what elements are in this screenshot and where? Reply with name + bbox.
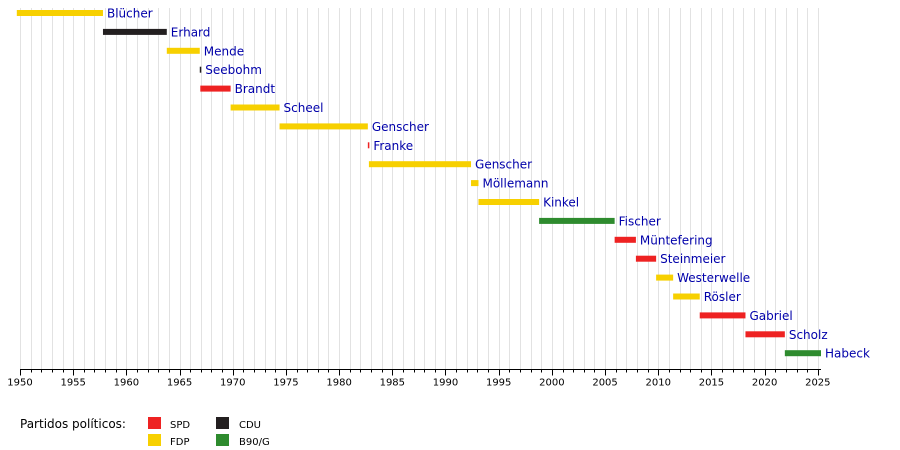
x-tick-label: 2015 xyxy=(699,378,724,389)
timeline-bar xyxy=(166,47,200,54)
timeline-bar xyxy=(656,274,674,281)
grid-lines xyxy=(20,8,819,370)
legend-label-cdu: CDU xyxy=(239,420,261,431)
bar-label: Rösler xyxy=(704,290,741,304)
bar-label: Habeck xyxy=(825,347,870,361)
bar-label: Genscher xyxy=(475,158,532,172)
bar-label: Müntefering xyxy=(640,233,713,247)
bar-label: Genscher xyxy=(372,120,429,134)
bar-label: Westerwelle xyxy=(677,271,750,285)
timeline-bar xyxy=(471,180,479,187)
timeline-bar xyxy=(200,85,231,92)
x-axis-ticks: 1950 1955 1960 1965 1970 1975 1980 1985 1990 1995… xyxy=(7,369,831,389)
legend-swatch-cdu xyxy=(216,417,229,429)
bar-label: Scheel xyxy=(284,101,324,115)
bar-label: Gabriel xyxy=(749,309,792,323)
bar-label: Scholz xyxy=(789,328,828,342)
legend-label-spd: SPD xyxy=(170,420,190,431)
x-tick-label: 1960 xyxy=(114,378,139,389)
legend-label-fdp: FDP xyxy=(170,437,189,448)
timeline-bar xyxy=(199,66,202,73)
x-tick-label: 1950 xyxy=(7,378,32,389)
x-tick-label: 2005 xyxy=(592,378,617,389)
x-tick-label: 2025 xyxy=(805,378,830,389)
legend: Partidos políticos: SPD CDU FDP B90/G xyxy=(20,417,270,448)
timeline-bar xyxy=(745,331,785,338)
x-tick-label: 1965 xyxy=(167,378,192,389)
bar-label: Möllemann xyxy=(482,177,548,191)
x-tick-label: 1980 xyxy=(326,378,351,389)
timeline-bar xyxy=(16,10,103,16)
x-tick-label: 2000 xyxy=(539,378,564,389)
legend-swatch-fdp xyxy=(148,434,161,446)
bar-label: Brandt xyxy=(235,82,276,96)
bar-label: Fischer xyxy=(619,214,661,228)
timeline-bar xyxy=(478,199,540,205)
legend-title: Partidos políticos: xyxy=(20,417,126,431)
legend-swatch-b90g xyxy=(216,434,229,446)
bar-label: Mende xyxy=(204,44,244,58)
x-tick-label: 1970 xyxy=(220,378,245,389)
x-tick-label: 1985 xyxy=(380,378,405,389)
timeline-bar xyxy=(539,217,615,224)
timeline-bar xyxy=(673,293,700,300)
timeline-bar xyxy=(635,255,657,262)
timeline-bar xyxy=(699,312,746,319)
timeline-bar xyxy=(367,142,370,149)
bar-label: Blücher xyxy=(107,7,153,21)
x-tick-label: 1995 xyxy=(486,378,511,389)
timeline-bar xyxy=(102,28,167,35)
timeline-bar xyxy=(230,104,280,111)
bar-series: Blücher Erhard Mende Seebohm Brandt Scheel Gen… xyxy=(16,7,870,361)
bar-label: Erhard xyxy=(171,25,211,39)
x-tick-label: 1975 xyxy=(273,378,298,389)
timeline-bar xyxy=(784,350,821,357)
x-tick-label: 1990 xyxy=(433,378,458,389)
timeline-bar xyxy=(368,161,472,168)
legend-swatch-spd xyxy=(148,417,161,429)
timeline-bar xyxy=(279,123,368,130)
timeline-bar xyxy=(614,236,636,243)
x-tick-label: 2020 xyxy=(752,378,777,389)
bar-label: Steinmeier xyxy=(660,252,725,266)
bar-label: Seebohm xyxy=(205,63,262,77)
bar-label: Franke xyxy=(373,139,413,153)
legend-label-b90g: B90/G xyxy=(239,437,270,448)
x-tick-label: 1955 xyxy=(60,378,85,389)
x-tick-label: 2010 xyxy=(646,378,671,389)
bar-label: Kinkel xyxy=(543,196,579,210)
